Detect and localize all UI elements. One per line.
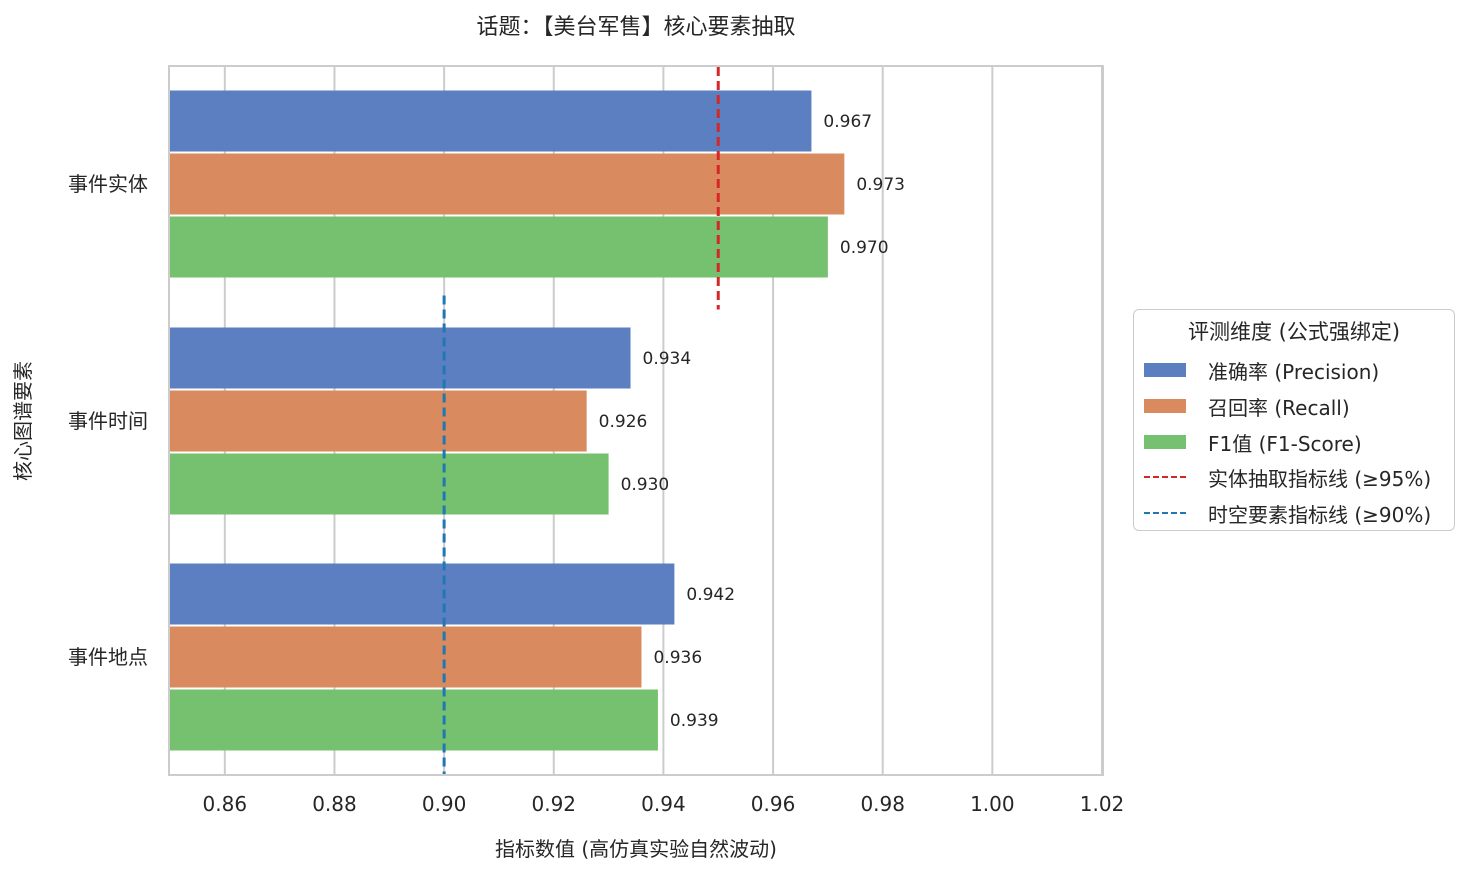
- legend-swatch-recall: [1144, 399, 1186, 413]
- x-tick-label: 0.98: [860, 792, 905, 816]
- data-label: 0.926: [599, 412, 648, 432]
- plot-frame: [168, 65, 1104, 776]
- data-label: 0.970: [840, 238, 889, 258]
- x-tick-label: 0.90: [422, 792, 467, 816]
- x-tick-label: 1.00: [970, 792, 1015, 816]
- legend-label-f1: F1值 (F1-Score): [1208, 431, 1362, 456]
- data-label: 0.942: [686, 585, 735, 605]
- y-axis-label: 核心图谱要素: [11, 361, 35, 481]
- reference-lines: [442, 67, 720, 774]
- bar-recall-2: [170, 626, 642, 688]
- x-tick-label: 1.02: [1080, 792, 1125, 816]
- legend-swatch-precision: [1144, 363, 1186, 377]
- legend: 评测维度 (公式强绑定) 准确率 (Precision) 召回率 (Recall…: [1133, 309, 1455, 531]
- legend-item-spacetime-threshold: 时空要素指标线 (≥90%): [1144, 498, 1431, 528]
- y-tick-label: 事件时间: [68, 409, 148, 433]
- x-tick-label: 0.88: [312, 792, 357, 816]
- data-label: 0.939: [670, 711, 719, 731]
- bar-f1-f1-score-2: [170, 689, 658, 751]
- bar-precision-0: [170, 90, 812, 152]
- legend-item-recall: 召回率 (Recall): [1144, 391, 1350, 421]
- data-label: 0.934: [643, 349, 692, 369]
- data-label: 0.936: [653, 648, 702, 668]
- legend-label-spacetime-threshold: 时空要素指标线 (≥90%): [1208, 502, 1432, 527]
- x-tick-labels: 0.86 0.88 0.90 0.92 0.94 0.96 0.98 1.00 1.02: [203, 792, 1125, 816]
- legend-swatch-f1: [1144, 435, 1186, 449]
- y-tick-label: 事件实体: [68, 172, 148, 196]
- bar-recall-0: [170, 153, 845, 215]
- legend-label-entity-threshold: 实体抽取指标线 (≥95%): [1208, 466, 1432, 491]
- x-axis-label: 指标数值 (高仿真实验自然波动): [495, 837, 777, 861]
- legend-label-precision: 准确率 (Precision): [1208, 359, 1380, 384]
- bars: [170, 90, 845, 751]
- legend-item-entity-threshold: 实体抽取指标线 (≥95%): [1144, 462, 1431, 492]
- legend-item-precision: 准确率 (Precision): [1144, 355, 1379, 385]
- legend-title: 评测维度 (公式强绑定): [1187, 320, 1401, 344]
- legend-dash-spacetime-threshold: [1144, 512, 1186, 514]
- data-label: 0.967: [823, 112, 872, 132]
- y-tick-label: 事件地点: [68, 645, 148, 669]
- bar-recall-1: [170, 390, 587, 452]
- x-tick-label: 0.94: [641, 792, 686, 816]
- legend-dash-entity-threshold: [1144, 476, 1186, 478]
- data-label: 0.930: [621, 475, 670, 495]
- bar-precision-1: [170, 327, 631, 389]
- data-labels: 0.967 0.934 0.942 0.973 0.926 0.936 0.970 0.930…: [599, 112, 905, 731]
- legend-item-f1: F1值 (F1-Score): [1144, 427, 1362, 457]
- x-tick-label: 0.92: [531, 792, 576, 816]
- x-tick-label: 0.86: [203, 792, 248, 816]
- bar-f1-f1-score-0: [170, 216, 828, 278]
- data-label: 0.973: [856, 175, 905, 195]
- bar-f1-f1-score-1: [170, 453, 609, 515]
- chart-title: 话题：【美台军售】核心要素抽取: [476, 15, 795, 40]
- bar-precision-2: [170, 563, 675, 625]
- legend-label-recall: 召回率 (Recall): [1208, 395, 1350, 420]
- x-tick-label: 0.96: [751, 792, 796, 816]
